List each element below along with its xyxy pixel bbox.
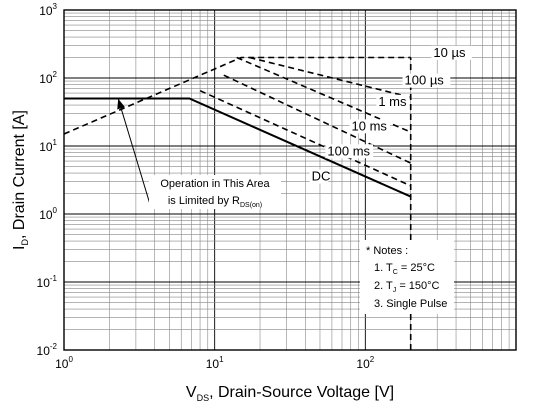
- x-axis-title: VDS, Drain-Source Voltage [V]: [186, 384, 394, 403]
- curve-label-bg: [431, 45, 472, 60]
- y-tick-label: 102: [39, 70, 57, 86]
- y-tick-label: 101: [39, 138, 57, 154]
- curve-label: 10 ms: [352, 118, 388, 133]
- curve-label-bg: [325, 144, 374, 159]
- curve-label-bg: [402, 73, 451, 88]
- curve-label: 100 µs: [405, 73, 445, 88]
- annotation-line-1: Operation in This Area: [160, 178, 270, 190]
- series-line-1-ms: [236, 56, 412, 133]
- x-tick-labels: 100 101 102: [55, 355, 375, 371]
- annotation-arrow: [117, 98, 151, 204]
- annotation-line-2: is Limited by RDS(on): [168, 195, 262, 209]
- note-item: 3. Single Pulse: [374, 298, 447, 310]
- curve-label-bg: [309, 169, 329, 184]
- series-line-10-ms: [223, 74, 412, 164]
- x-tick-label: 102: [356, 355, 374, 371]
- y-tick-label: 103: [39, 2, 57, 18]
- notes-background: [360, 240, 454, 314]
- note-item: 2. TJ = 150°C: [374, 280, 440, 294]
- curve-label: 100 ms: [327, 143, 370, 158]
- curve-label: DC: [312, 169, 331, 184]
- series-line-100-ms: [199, 89, 412, 187]
- y-axis-title: ID, Drain Current [A]: [11, 110, 30, 250]
- curve-label: 10 µs: [433, 45, 466, 60]
- y-tick-label: 10-1: [37, 274, 58, 290]
- rdson-annotation: Operation in This Area is Limited by RDS…: [117, 98, 281, 209]
- series-line-100-s: [249, 56, 411, 99]
- y-tick-label: 100: [39, 206, 57, 222]
- series-line-dc: [64, 97, 412, 198]
- annotation-box: [149, 175, 281, 209]
- curve-labels: 10 µs 100 µs 1 ms 10 ms 100 ms DC: [309, 45, 472, 184]
- notes-title: * Notes :: [366, 245, 408, 257]
- note-item: 1. TC = 25°C: [374, 262, 435, 276]
- x-tick-label: 101: [206, 355, 224, 371]
- notes-box: * Notes : 1. TC = 25°C 2. TJ = 150°C 3. …: [360, 240, 454, 314]
- curve-label: 1 ms: [378, 94, 407, 109]
- curve-label-bg: [349, 119, 391, 134]
- y-tick-label: 10-2: [37, 342, 58, 358]
- curve-label-bg: [376, 94, 410, 109]
- x-tick-label: 100: [55, 355, 73, 371]
- y-tick-labels: 10-2 10-1 100 101 102 103: [37, 2, 58, 358]
- plot-frame: [63, 9, 517, 351]
